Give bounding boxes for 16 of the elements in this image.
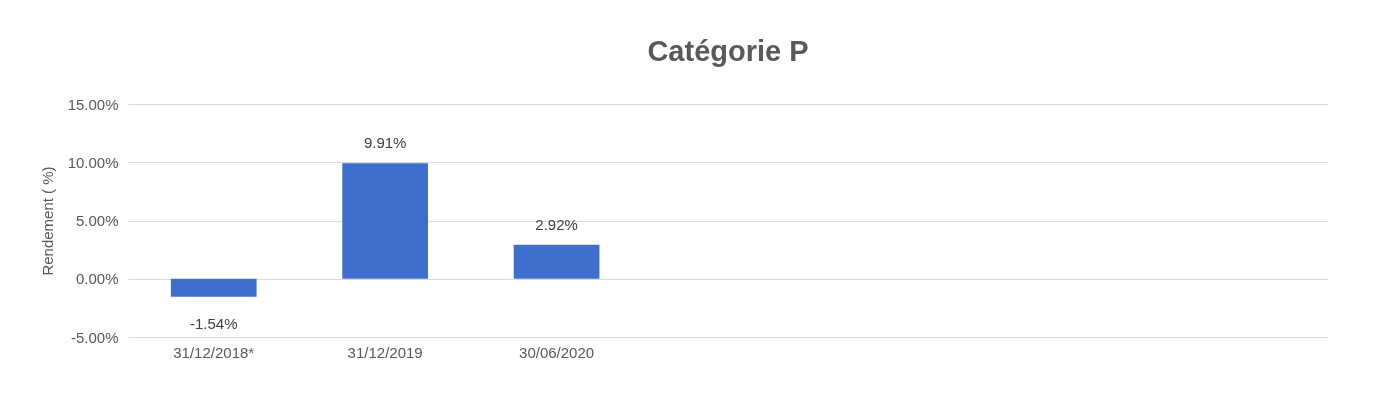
data-label: -1.54%: [189, 314, 238, 332]
y-tick-label: 10.00%: [67, 153, 119, 171]
x-tick-label: 30/06/2020: [519, 343, 595, 361]
y-tick-label: 5.00%: [75, 212, 119, 229]
data-label: 2.92%: [535, 215, 578, 233]
y-tick-label: 15.00%: [67, 95, 119, 113]
bar: [170, 278, 257, 297]
y-tick-label: -5.00%: [70, 328, 119, 346]
bar: [513, 244, 600, 279]
y-axis-title: Rendement ( %): [38, 166, 56, 276]
data-label: 9.91%: [363, 134, 407, 152]
bar: [342, 163, 428, 279]
y-tick-label: 0.00%: [75, 270, 119, 288]
x-tick-label: 31/12/2019: [347, 343, 423, 361]
chart-title: Catégorie P: [647, 35, 809, 67]
x-tick-label: 31/12/2018*: [173, 343, 255, 361]
